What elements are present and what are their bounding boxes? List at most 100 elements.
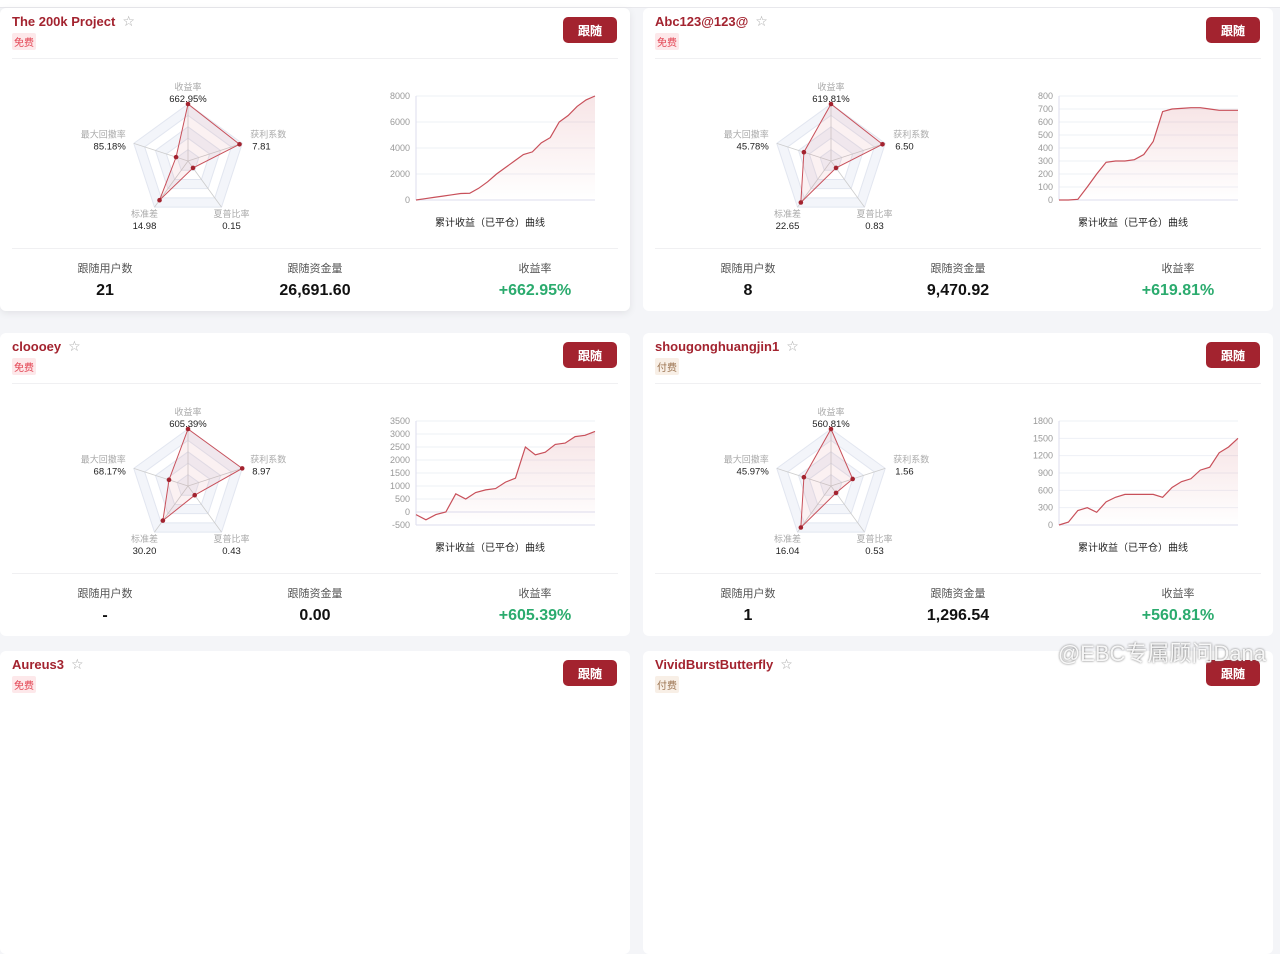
radar-axis-label: 获利系数 bbox=[893, 453, 929, 464]
stat-label: 收益率 bbox=[518, 263, 552, 275]
y-tick-label: 2000 bbox=[390, 455, 410, 465]
series-line bbox=[415, 430, 596, 521]
stat-value: +662.95% bbox=[498, 282, 572, 299]
radar-point bbox=[185, 426, 191, 432]
radar-chart: 收益率 619.81% 获利系数 6.50 夏普比率 0.83 标准差 22.65 最大回撤率 4… bbox=[724, 81, 929, 232]
watermark: @EBC专属顾问Dana bbox=[1057, 641, 1266, 666]
cumulative-profit-chart: 0 2000 4000 6000 8000 bbox=[390, 91, 596, 205]
radar-axis-value: 0.15 bbox=[222, 221, 241, 232]
star-icon[interactable]: ☆ bbox=[780, 656, 793, 672]
star-icon[interactable]: ☆ bbox=[786, 338, 799, 354]
y-tick-label: 0 bbox=[405, 507, 410, 517]
y-tick-label: 400 bbox=[1038, 143, 1053, 153]
radar-axis-label: 收益率 bbox=[817, 406, 844, 417]
radar-axis-label: 标准差 bbox=[131, 208, 158, 219]
y-tick-label: -500 bbox=[392, 520, 410, 530]
trader-name[interactable]: Abc123@123@ ☆ bbox=[655, 13, 768, 30]
radar-point bbox=[160, 518, 166, 523]
pricing-tag: 免费 bbox=[12, 33, 36, 50]
radar-series-area bbox=[159, 103, 241, 201]
radar-point bbox=[190, 165, 196, 171]
y-tick-label: 700 bbox=[1038, 104, 1053, 114]
trader-name-text: VividBurstButterfly bbox=[655, 657, 774, 672]
star-icon[interactable]: ☆ bbox=[122, 13, 135, 29]
y-tick-label: 0 bbox=[1048, 520, 1053, 530]
y-tick-label: 1200 bbox=[1033, 451, 1053, 461]
radar-axis-value: 6.50 bbox=[895, 141, 914, 152]
radar-axis-value: 7.81 bbox=[252, 141, 271, 152]
radar-axis-line bbox=[187, 468, 243, 487]
radar-axis-value: 68.17% bbox=[94, 466, 127, 477]
radar-axis-line bbox=[133, 468, 189, 487]
y-tick-label: 2500 bbox=[390, 442, 410, 452]
series-line bbox=[1059, 107, 1238, 201]
radar-chart: 收益率 605.39% 获利系数 8.97 夏普比率 0.43 标准差 30.20 最大回撤率 6… bbox=[81, 406, 286, 557]
radar-point bbox=[850, 476, 855, 482]
series-area bbox=[1059, 107, 1238, 200]
radar-axis-label: 获利系数 bbox=[250, 128, 286, 139]
stat-label: 跟随资金量 bbox=[930, 263, 986, 275]
divider bbox=[12, 573, 618, 574]
pricing-tag: 付费 bbox=[655, 358, 679, 375]
trader-card: VividBurstButterfly ☆ 付费 跟随 bbox=[643, 651, 1273, 954]
follow-button[interactable]: 跟随 bbox=[563, 660, 617, 686]
y-tick-label: 800 bbox=[1038, 91, 1053, 101]
radar-axis-value: 85.18% bbox=[94, 141, 127, 152]
trader-name[interactable]: VividBurstButterfly ☆ bbox=[655, 656, 793, 673]
radar-axis-value: 16.04 bbox=[776, 546, 800, 557]
radar-point bbox=[798, 200, 804, 205]
trader-name[interactable]: shougonghuangjin1 ☆ bbox=[655, 338, 799, 355]
star-icon[interactable]: ☆ bbox=[71, 656, 84, 672]
y-tick-label: 1500 bbox=[390, 468, 410, 478]
star-icon[interactable]: ☆ bbox=[68, 338, 81, 354]
stat-label: 跟随资金量 bbox=[287, 263, 343, 275]
divider bbox=[655, 58, 1261, 59]
radar-point bbox=[833, 490, 839, 496]
follow-button[interactable]: 跟随 bbox=[563, 17, 617, 43]
radar-axis-label: 获利系数 bbox=[250, 453, 286, 464]
chart-caption: 累计收益（已平仓）曲线 bbox=[1078, 543, 1188, 554]
star-icon[interactable]: ☆ bbox=[755, 13, 768, 29]
y-tick-label: 100 bbox=[1038, 182, 1053, 192]
trader-name-text: Abc123@123@ bbox=[655, 14, 749, 29]
radar-axis-line bbox=[797, 485, 832, 533]
radar-axis-line bbox=[830, 468, 886, 487]
trader-card: The 200k Project ☆ 免费 跟随 收益率 662.95% 获利系数 7.81 夏… bbox=[0, 8, 630, 311]
follow-button[interactable]: 跟随 bbox=[1206, 342, 1260, 368]
radar-axis-line bbox=[154, 485, 189, 533]
trader-name[interactable]: cloooey ☆ bbox=[12, 338, 81, 355]
divider bbox=[655, 248, 1261, 249]
trader-name-text: The 200k Project bbox=[12, 14, 116, 29]
y-tick-label: 500 bbox=[1038, 130, 1053, 140]
stat-funds: 跟随资金量 9,470.92 bbox=[858, 260, 1058, 300]
radar-point bbox=[828, 426, 834, 432]
y-tick-label: 500 bbox=[395, 494, 410, 504]
radar-axis-value: 605.39% bbox=[169, 419, 207, 430]
y-tick-label: 1800 bbox=[1033, 416, 1053, 426]
trader-name-text: shougonghuangjin1 bbox=[655, 339, 780, 354]
follow-button[interactable]: 跟随 bbox=[1206, 660, 1260, 686]
stat-value: +560.81% bbox=[1141, 607, 1215, 624]
chart-caption: 累计收益（已平仓）曲线 bbox=[435, 543, 545, 554]
trader-name[interactable]: Aureus3 ☆ bbox=[12, 656, 84, 673]
series-line bbox=[1058, 437, 1239, 526]
radar-axis-label: 最大回撤率 bbox=[81, 453, 126, 464]
chart-caption: 累计收益（已平仓）曲线 bbox=[1078, 218, 1188, 229]
stat-users: 跟随用户数 8 bbox=[648, 260, 848, 300]
cumulative-profit-chart: -500 0 500 1000 1500 2000 2500 3000 3500 bbox=[390, 416, 596, 530]
stat-label: 跟随用户数 bbox=[77, 588, 133, 600]
trader-card: shougonghuangjin1 ☆ 付费 跟随 收益率 560.81% 获利系数 1.56… bbox=[643, 333, 1273, 636]
radar-axis-label: 收益率 bbox=[174, 81, 201, 92]
radar-point bbox=[801, 474, 807, 480]
radar-axis-line bbox=[133, 143, 189, 162]
radar-axis-value: 1.56 bbox=[895, 466, 914, 477]
y-tick-label: 0 bbox=[405, 195, 410, 205]
divider bbox=[655, 573, 1261, 574]
stat-value: +619.81% bbox=[1141, 282, 1215, 299]
radar-axis-value: 45.78% bbox=[737, 141, 770, 152]
y-tick-label: 300 bbox=[1038, 156, 1053, 166]
follow-button[interactable]: 跟随 bbox=[1206, 17, 1260, 43]
follow-button[interactable]: 跟随 bbox=[563, 342, 617, 368]
radar-chart: 收益率 560.81% 获利系数 1.56 夏普比率 0.53 标准差 16.04 最大回撤率 4… bbox=[724, 406, 929, 557]
trader-name[interactable]: The 200k Project ☆ bbox=[12, 13, 135, 30]
